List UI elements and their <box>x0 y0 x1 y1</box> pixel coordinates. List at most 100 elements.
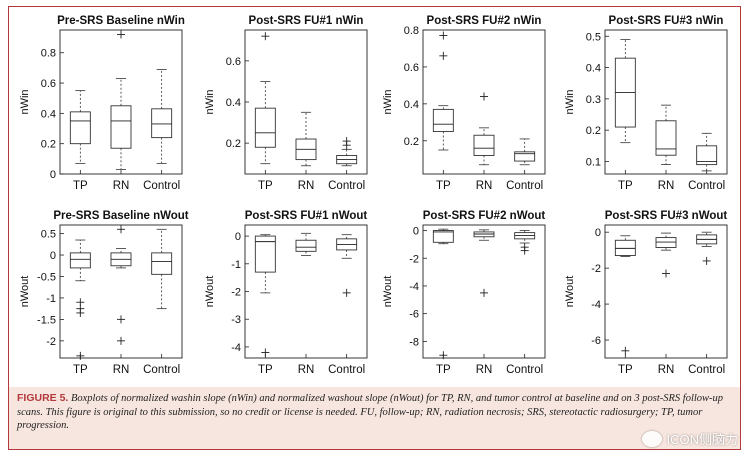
y-tick-label: -1 <box>231 259 241 271</box>
iqr-box <box>295 239 317 252</box>
x-tick-label: Control <box>328 180 365 192</box>
iqr-box <box>69 252 91 269</box>
x-tick-label: TP <box>618 180 633 192</box>
y-tick-label: -4 <box>409 281 419 293</box>
figure-label: FIGURE 5. <box>17 392 69 404</box>
x-tick-label: RN <box>658 180 675 192</box>
boxplot-panel: Post-SRS FU#2 nWin 0.2 0.4 0.6 0.8 nWin TP RN Co… <box>382 15 546 192</box>
y-tick-label: 0.8 <box>404 25 419 37</box>
caption-text: Boxplots of normalized washin slope (nWi… <box>17 393 724 431</box>
y-tick-label: 0 <box>413 226 419 238</box>
outlier-marker <box>439 351 448 360</box>
outlier-marker <box>342 288 351 297</box>
y-tick-label: -8 <box>409 336 419 348</box>
x-tick-label: Control <box>328 364 365 376</box>
y-tick-label: 0.6 <box>41 78 56 90</box>
x-tick-label: RN <box>113 180 130 192</box>
iqr-box <box>432 230 454 243</box>
outlier-marker <box>520 246 529 255</box>
x-tick-label: RN <box>658 364 675 376</box>
outlier-marker <box>621 346 630 355</box>
panel-title: Pre-SRS Baseline nWin <box>57 15 185 27</box>
y-tick-label: 0 <box>595 227 601 239</box>
x-tick-label: Control <box>506 180 543 192</box>
y-tick-label: 0 <box>50 169 56 181</box>
outlier-marker <box>76 308 85 317</box>
iqr-box <box>254 235 276 273</box>
watermark: ICON侧脑力 <box>642 429 738 448</box>
y-tick-label: -3 <box>231 314 241 326</box>
outlier-marker <box>662 269 670 278</box>
y-axis-label: nWout <box>19 276 31 308</box>
x-tick-label: TP <box>618 364 633 376</box>
iqr-box <box>696 145 718 166</box>
outlier-marker <box>439 31 448 40</box>
outlier-marker <box>117 30 125 39</box>
y-tick-label: -0.5 <box>37 271 56 283</box>
iqr-box <box>473 134 495 156</box>
x-tick-label: Control <box>143 180 180 192</box>
y-tick-label: 0.5 <box>41 229 56 241</box>
y-axis-label: nWout <box>204 276 216 308</box>
outlier-marker <box>342 141 351 150</box>
y-tick-label: 0.4 <box>41 108 56 120</box>
outlier-marker <box>480 288 488 297</box>
y-axis-label: nWin <box>382 89 394 114</box>
y-tick-label: 0.4 <box>586 63 601 75</box>
boxplot-panel: Pre-SRS Baseline nWout -2 -1.5 -1 -0.5 0 0.5 nW… <box>19 210 189 376</box>
y-axis-label: nWout <box>564 276 576 308</box>
y-tick-label: 0.2 <box>404 136 419 148</box>
boxplot-panel: Pre-SRS Baseline nWin 0 0.2 0.4 0.6 0.8 nWin TP… <box>19 15 185 192</box>
x-tick-label: RN <box>476 180 493 192</box>
panel-title: Post-SRS FU#2 nWout <box>423 210 546 222</box>
panel-title: Post-SRS FU#1 nWin <box>249 15 364 27</box>
outlier-marker <box>117 315 125 324</box>
y-tick-label: 0.2 <box>41 139 56 151</box>
panel-title: Pre-SRS Baseline nWout <box>53 210 188 222</box>
x-tick-label: Control <box>143 364 180 376</box>
y-axis-label: nWin <box>19 89 31 114</box>
x-tick-label: RN <box>113 364 130 376</box>
y-tick-label: -1.5 <box>37 314 56 326</box>
y-tick-label: 0 <box>235 231 241 243</box>
iqr-box <box>151 252 173 275</box>
y-tick-label: -4 <box>231 342 241 354</box>
iqr-box <box>655 120 677 156</box>
x-tick-label: TP <box>436 364 451 376</box>
y-tick-label: -6 <box>409 309 419 321</box>
iqr-box <box>69 111 91 145</box>
wechat-icon <box>642 430 663 447</box>
y-tick-label: 0.2 <box>586 125 601 137</box>
y-axis-label: nWout <box>382 276 394 308</box>
y-tick-label: -2 <box>46 336 56 348</box>
panel-title: Post-SRS FU#3 nWin <box>609 15 724 27</box>
x-tick-label: Control <box>688 364 725 376</box>
iqr-box <box>514 151 536 162</box>
y-tick-label: 0.1 <box>586 156 601 168</box>
x-tick-label: RN <box>476 364 493 376</box>
x-tick-label: TP <box>73 364 88 376</box>
boxplot-panel: Post-SRS FU#3 nWin 0.1 0.2 0.3 0.4 0.5 nWin TP R… <box>564 15 728 192</box>
outlier-marker <box>117 225 125 234</box>
y-tick-label: 0.3 <box>586 94 601 106</box>
x-tick-label: Control <box>506 364 543 376</box>
outlier-marker <box>261 32 270 41</box>
x-tick-label: TP <box>258 180 273 192</box>
figure-caption: FIGURE 5. Boxplots of normalized washin … <box>17 392 732 433</box>
y-tick-label: -2 <box>409 253 419 265</box>
y-axis-label: nWin <box>564 89 576 114</box>
iqr-box <box>151 108 173 139</box>
outlier-marker <box>76 351 85 360</box>
y-tick-label: 0.8 <box>41 48 56 60</box>
y-tick-label: 0.6 <box>226 56 241 68</box>
watermark-text: ICON侧脑力 <box>666 432 738 447</box>
y-tick-label: 0.5 <box>586 31 601 43</box>
panel-title: Post-SRS FU#3 nWout <box>605 210 728 222</box>
panel-title: Post-SRS FU#2 nWin <box>427 15 542 27</box>
x-tick-label: RN <box>298 180 315 192</box>
outlier-marker <box>480 92 488 101</box>
y-tick-label: 0.2 <box>226 138 241 150</box>
panel-title: Post-SRS FU#1 nWout <box>245 210 368 222</box>
outlier-marker <box>261 348 270 357</box>
x-tick-label: TP <box>73 180 88 192</box>
